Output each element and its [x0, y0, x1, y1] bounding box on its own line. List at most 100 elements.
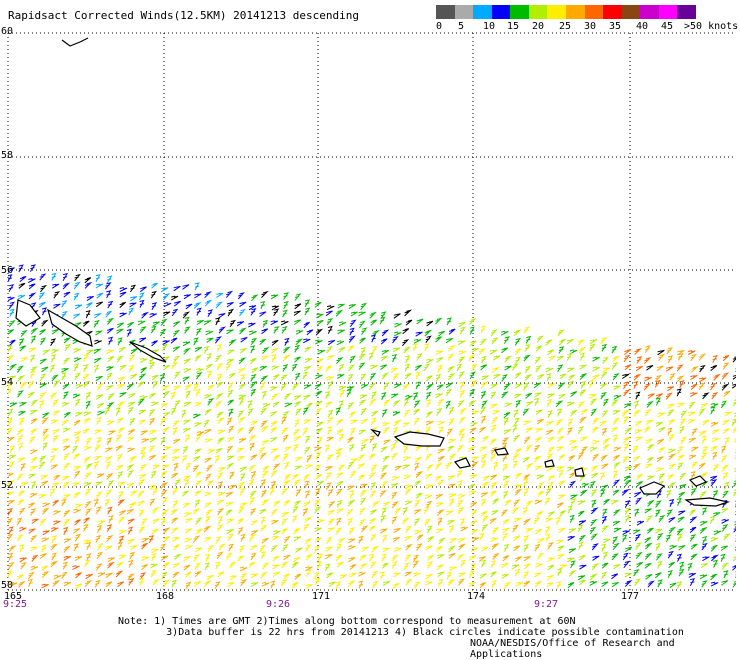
wind-barb — [328, 327, 332, 334]
wind-barb — [31, 566, 38, 570]
wind-barb — [348, 437, 354, 442]
wind-barb — [248, 409, 253, 416]
wind-barb — [358, 572, 365, 576]
wind-barb — [560, 565, 567, 569]
wind-barb — [161, 288, 168, 292]
wind-barb — [151, 571, 156, 578]
wind-barb — [327, 347, 332, 354]
wind-barb — [702, 557, 709, 561]
wind-barb — [317, 562, 322, 569]
wind-barb — [31, 457, 37, 462]
wind-barb — [569, 440, 576, 444]
wind-barb — [318, 437, 322, 444]
wind-barb — [325, 445, 330, 452]
wind-barb — [560, 374, 566, 379]
wind-barb — [240, 567, 247, 571]
wind-barb — [547, 374, 552, 381]
wind-barb — [239, 418, 245, 424]
wind-barb — [369, 473, 374, 479]
wind-barb — [229, 373, 235, 378]
wind-barb — [117, 385, 124, 389]
wind-barb — [571, 495, 578, 499]
wind-barb — [460, 519, 465, 526]
wind-barb — [106, 312, 111, 318]
wind-barb — [644, 427, 650, 432]
wind-barb — [579, 521, 586, 525]
wind-barb — [336, 408, 340, 415]
wind-barb — [173, 421, 179, 427]
wind-barb — [160, 419, 165, 425]
wind-barb — [41, 481, 48, 486]
wind-barb — [183, 447, 187, 454]
wind-barb — [118, 402, 124, 408]
wind-barb — [614, 386, 621, 390]
wind-barb — [701, 403, 708, 408]
wind-barb — [435, 319, 441, 325]
wind-barb — [699, 354, 704, 360]
wind-barb — [216, 562, 220, 569]
wind-barb — [471, 521, 477, 526]
wind-barb — [53, 400, 58, 406]
wind-barb — [514, 536, 520, 541]
wind-barb — [249, 427, 254, 433]
wind-barb — [295, 294, 300, 300]
wind-barb — [481, 392, 485, 399]
wind-barb — [205, 537, 212, 541]
wind-barb — [571, 561, 575, 568]
wind-barb — [74, 420, 80, 425]
wind-barb — [634, 401, 639, 408]
wind-barb — [19, 265, 23, 272]
wind-barb — [370, 374, 375, 381]
wind-barb — [637, 521, 644, 525]
wind-barb — [415, 457, 421, 462]
wind-barb — [591, 508, 597, 514]
wind-barb — [271, 471, 276, 477]
wind-barb — [710, 517, 714, 524]
wind-barb — [735, 447, 740, 453]
wind-barb — [633, 530, 640, 534]
wind-barb — [153, 519, 159, 524]
wind-barb — [41, 475, 48, 479]
wind-barb — [645, 377, 652, 381]
wind-barb — [711, 555, 717, 561]
wind-barb — [722, 456, 727, 463]
wind-barb — [17, 575, 23, 580]
wind-barb — [524, 489, 528, 496]
wind-barb — [238, 556, 244, 561]
wind-barb — [503, 492, 507, 499]
wind-barb — [580, 417, 586, 423]
wind-barb — [734, 437, 740, 443]
wind-barb — [678, 455, 684, 460]
wind-barb — [425, 519, 430, 525]
wind-barb — [282, 562, 288, 568]
wind-barb — [515, 384, 522, 388]
wind-barb — [337, 430, 343, 435]
wind-barb — [241, 338, 248, 343]
wind-barb — [31, 429, 37, 435]
wind-barb — [534, 383, 540, 388]
wind-barb — [637, 562, 643, 567]
wind-barb — [185, 435, 189, 442]
wind-barb — [63, 446, 70, 450]
wind-barb — [251, 390, 255, 397]
wind-barb — [677, 499, 682, 506]
wind-barb — [515, 349, 520, 355]
wind-barb — [559, 481, 565, 486]
wind-barb — [636, 498, 641, 504]
wind-barb — [96, 536, 101, 543]
wind-barb — [216, 293, 223, 297]
wind-barb — [362, 547, 369, 552]
wind-barb — [142, 565, 148, 570]
wind-barb — [195, 356, 201, 362]
wind-barb — [230, 562, 235, 568]
wind-barb — [688, 419, 695, 423]
wind-barb — [18, 443, 23, 450]
wind-barb — [680, 419, 685, 426]
wind-barb — [372, 444, 376, 451]
wind-barb — [329, 582, 336, 587]
wind-barb — [481, 500, 485, 507]
wind-barb — [438, 421, 445, 425]
wind-barb — [139, 338, 146, 342]
wind-barb — [306, 555, 312, 561]
wind-barb — [63, 274, 67, 281]
